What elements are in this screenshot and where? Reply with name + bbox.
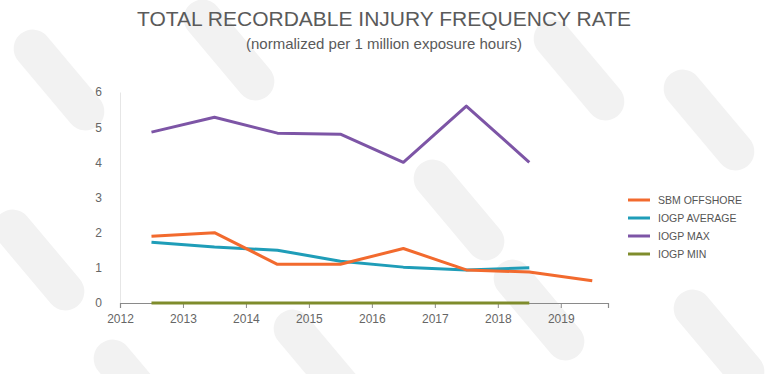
y-tick-label: 6 <box>95 85 102 99</box>
legend-label: IOGP MAX <box>658 230 710 242</box>
x-tick-label: 2018 <box>485 312 512 326</box>
background-shape <box>666 282 768 374</box>
background-shape <box>266 302 372 374</box>
legend-swatch <box>628 199 650 202</box>
y-tick: 1 <box>95 261 120 275</box>
background-shape <box>86 332 192 374</box>
x-tick: 2014 <box>233 303 260 326</box>
y-tick: 2 <box>95 226 120 240</box>
y-tick-label: 1 <box>95 261 102 275</box>
y-tick-label: 3 <box>95 191 102 205</box>
y-tick: 5 <box>95 121 120 135</box>
x-axis: 2012 2013 2014 2015 2016 2017 2018 2019 <box>107 303 608 326</box>
background-shape <box>0 202 92 318</box>
lines <box>151 106 592 303</box>
x-tick: 2015 <box>296 303 323 326</box>
y-tick: 6 <box>95 85 120 99</box>
y-tick: 4 <box>95 156 120 170</box>
x-tick: 2016 <box>359 303 386 326</box>
background-shape <box>656 62 762 178</box>
legend: SBM OFFSHORE IOGP AVERAGE IOGP MAX IOGP MIN <box>628 194 742 260</box>
x-tick-label: 2016 <box>359 312 386 326</box>
background-decoration <box>0 0 768 374</box>
y-axis-line <box>120 93 121 304</box>
legend-item: IOGP MIN <box>628 248 706 260</box>
legend-swatch <box>628 235 650 238</box>
legend-label: SBM OFFSHORE <box>658 194 742 206</box>
x-tick: 2018 <box>485 303 512 326</box>
x-tick: 2017 <box>422 303 449 326</box>
legend-item: SBM OFFSHORE <box>628 194 742 206</box>
chart: TOTAL RECORDABLE INJURY FREQUENCY RATE (n… <box>0 0 768 374</box>
legend-swatch <box>628 217 650 220</box>
x-axis-line <box>121 304 609 309</box>
y-axis: 0 1 2 3 4 5 6 <box>95 85 120 310</box>
y-tick-label: 0 <box>95 296 102 310</box>
x-tick: 2012 <box>107 303 134 326</box>
legend-item: IOGP AVERAGE <box>628 212 736 224</box>
plot: 0 1 2 3 4 5 6 2012 2013 2014 2015 2016 2017 2018 2019 <box>95 85 608 325</box>
y-tick-label: 5 <box>95 121 102 135</box>
x-tick-label: 2019 <box>548 312 575 326</box>
x-tick: 2019 <box>548 303 575 326</box>
series-line <box>151 233 592 281</box>
x-tick-label: 2017 <box>422 312 449 326</box>
y-tick-label: 2 <box>95 226 102 240</box>
x-tick-mark <box>561 303 562 308</box>
legend-label: IOGP AVERAGE <box>658 212 736 224</box>
y-tick: 0 <box>95 296 120 310</box>
legend-label: IOGP MIN <box>658 248 706 260</box>
x-tick-label: 2012 <box>107 312 134 326</box>
legend-item: IOGP MAX <box>628 230 710 242</box>
background-shape <box>6 22 112 138</box>
y-tick: 3 <box>95 191 120 205</box>
subtitle: (normalized per 1 million exposure hours… <box>246 35 522 52</box>
y-tick-label: 4 <box>95 156 102 170</box>
title: TOTAL RECORDABLE INJURY FREQUENCY RATE <box>137 7 631 30</box>
x-tick: 2013 <box>170 303 197 326</box>
series-line <box>151 302 529 305</box>
background-shape <box>406 152 512 268</box>
series-line <box>151 106 529 162</box>
x-tick-label: 2013 <box>170 312 197 326</box>
legend-swatch <box>628 253 650 256</box>
x-tick-mark <box>120 303 121 308</box>
x-tick-label: 2014 <box>233 312 260 326</box>
x-tick-label: 2015 <box>296 312 323 326</box>
